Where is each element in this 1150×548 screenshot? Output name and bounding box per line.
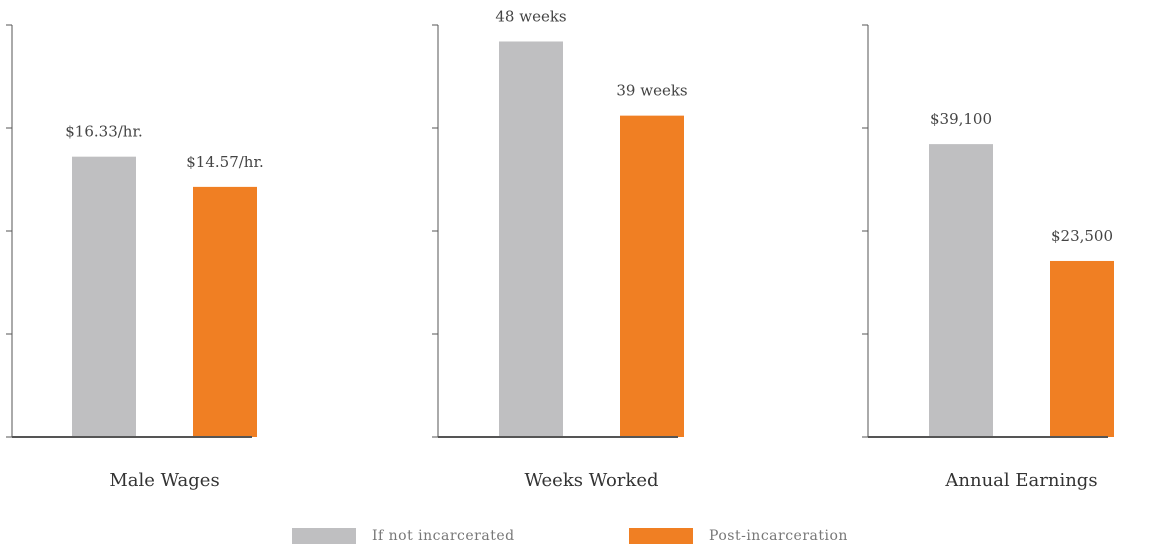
legend-swatch-post-incarceration xyxy=(629,528,693,544)
bar-value-label: $23,500 xyxy=(1051,227,1113,245)
chart-legend: If not incarcerated Post-incarceration xyxy=(0,528,1150,548)
chart-panel-2: 48 weeks 39 weeks Weeks Worked xyxy=(432,7,688,491)
bar-post-incarceration xyxy=(620,115,684,437)
chart-panel-3: $39,100 $23,500 Annual Earnings xyxy=(862,24,1114,491)
bar-post-incarceration xyxy=(193,186,257,437)
bar-value-label: $16.33/hr. xyxy=(65,123,143,141)
chart-panel-1: $16.33/hr. $14.57/hr. Male Wages xyxy=(6,24,264,491)
chart-title: Annual Earnings xyxy=(944,470,1097,491)
bar-if-not-incarcerated xyxy=(72,156,136,437)
bar-value-label: $14.57/hr. xyxy=(186,153,264,171)
legend-item-if-not-incarcerated: If not incarcerated xyxy=(292,528,515,544)
bar-value-label: $39,100 xyxy=(930,110,992,128)
bar-if-not-incarcerated xyxy=(929,144,993,437)
bar-if-not-incarcerated xyxy=(499,41,563,437)
chart-title: Weeks Worked xyxy=(524,470,658,491)
chart-svg: $16.33/hr. $14.57/hr. Male Wages 48 weeks 39… xyxy=(6,7,1114,491)
legend-item-post-incarceration: Post-incarceration xyxy=(629,528,848,544)
chart-title: Male Wages xyxy=(109,470,219,491)
legend-swatch-if-not-incarcerated xyxy=(292,528,356,544)
legend-label-post-incarceration: Post-incarceration xyxy=(709,528,848,544)
bar-post-incarceration xyxy=(1050,260,1114,437)
legend-label-if-not-incarcerated: If not incarcerated xyxy=(372,528,515,544)
bar-value-label: 48 weeks xyxy=(495,7,566,25)
bar-value-label: 39 weeks xyxy=(616,82,687,100)
